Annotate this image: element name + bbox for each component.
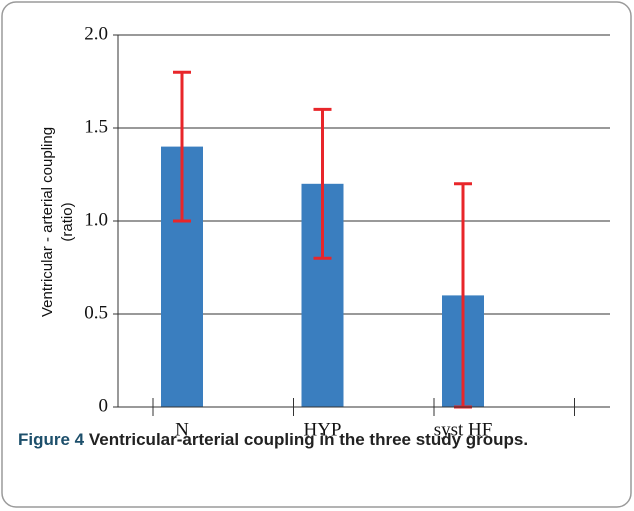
y-tick-label: 0 (99, 395, 109, 416)
y-tick-label: 2.0 (84, 23, 108, 44)
caption: Figure 4 Ventricular-arterial coupling i… (18, 426, 558, 454)
y-tick-label: 1.0 (84, 209, 108, 230)
x-tick-label: N (175, 419, 189, 440)
caption-label: Figure 4 (18, 430, 85, 449)
y-axis-label-line: Ventricular - arterial coupling (39, 127, 56, 317)
y-axis-label: Ventricular - arterial coupling (ratio) (39, 127, 76, 317)
y-tick-label: 0.5 (84, 302, 108, 323)
y-tick-label: 1.5 (84, 116, 108, 137)
caption-text: Ventricular-arterial coupling in the thr… (88, 430, 529, 449)
x-tick-label: HYP (303, 419, 341, 440)
error-bar (313, 107, 332, 260)
x-tick-label: syst HF (434, 419, 493, 440)
error-bar (173, 70, 191, 223)
y-axis-label-line: (ratio) (59, 202, 76, 241)
